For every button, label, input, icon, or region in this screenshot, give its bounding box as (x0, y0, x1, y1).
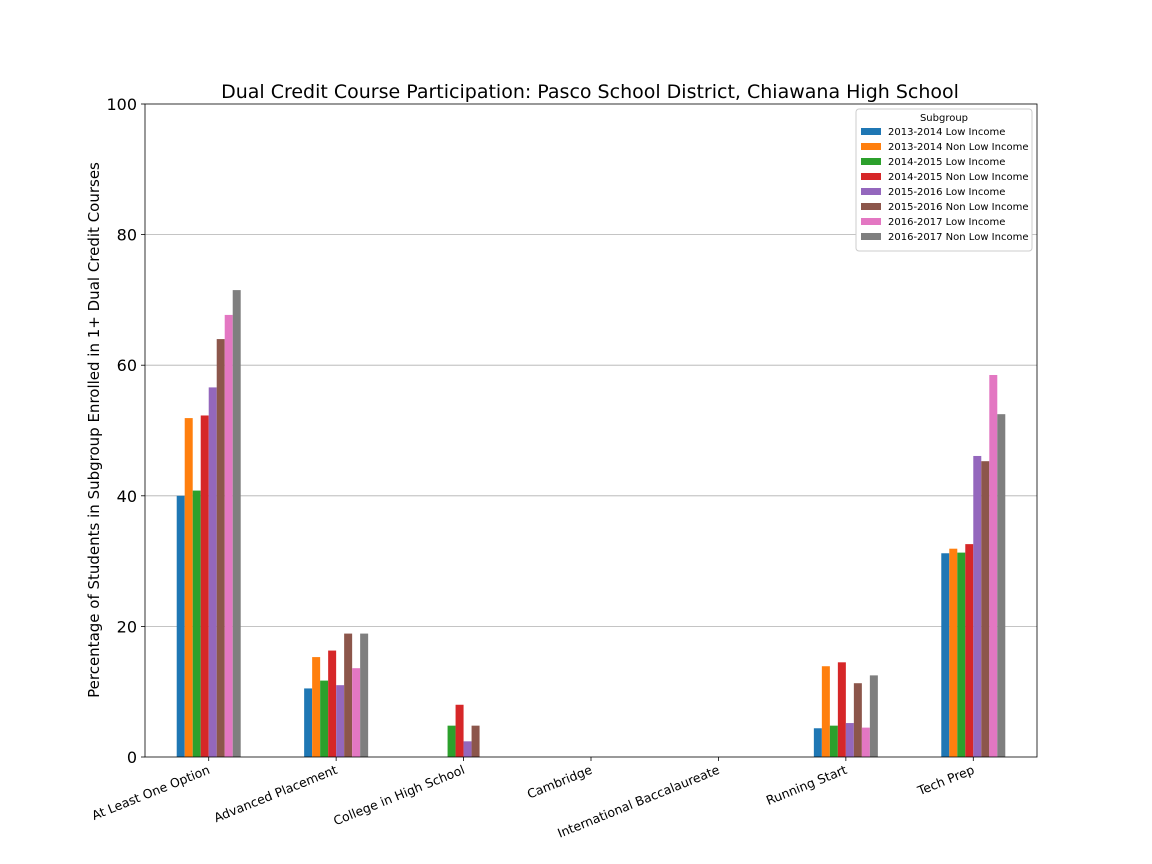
legend-entry: 2016-2017 Low Income (888, 217, 1005, 228)
bar (957, 552, 966, 757)
bar (336, 685, 345, 757)
legend-title: Subgroup (920, 113, 968, 124)
bar (471, 725, 480, 757)
y-axis-label: Percentage of Students in Subgroup Enrol… (85, 162, 103, 698)
legend: Subgroup 2013-2014 Low Income 2013-2014 No… (855, 108, 1033, 252)
legend-swatch (861, 128, 881, 135)
y-tick-label: 100 (106, 95, 137, 114)
bar (941, 553, 950, 757)
bar (981, 461, 990, 757)
bar (352, 668, 361, 757)
y-tick-label: 40 (117, 487, 137, 506)
bar (997, 414, 1006, 757)
legend-entry: 2013-2014 Non Low Income (888, 142, 1028, 153)
x-tick-label: Advanced Placement (212, 762, 340, 825)
legend-swatch (861, 218, 881, 225)
y-tick-label: 80 (117, 226, 137, 245)
legend-swatch (861, 143, 881, 150)
legend-entry: 2014-2015 Low Income (888, 157, 1005, 168)
bar (184, 418, 193, 757)
bar (965, 544, 974, 757)
bar (973, 455, 982, 757)
bar (344, 633, 353, 757)
x-tick-label: At Least One Option (90, 762, 212, 823)
legend-entry: 2014-2015 Non Low Income (888, 172, 1028, 183)
bar (312, 657, 321, 757)
bar (200, 415, 209, 757)
legend-swatch (861, 158, 881, 165)
legend-entry: 2016-2017 Non Low Income (888, 232, 1028, 243)
x-tick-label: College in High School (331, 762, 467, 828)
bar (216, 339, 225, 757)
bar (224, 314, 233, 757)
legend-swatch (861, 203, 881, 210)
bar (949, 548, 958, 757)
legend-entry: 2015-2016 Non Low Income (888, 202, 1028, 213)
legend-entry: 2013-2014 Low Income (888, 127, 1005, 138)
bar (232, 290, 241, 757)
bar (320, 680, 329, 757)
bar (455, 704, 464, 757)
x-tick-label: Cambridge (525, 762, 595, 802)
y-tick-label: 60 (117, 356, 137, 375)
bar (861, 727, 870, 757)
bar (360, 633, 369, 757)
bar (837, 662, 846, 757)
y-tick-label: 20 (117, 617, 137, 636)
legend-entry: 2015-2016 Low Income (888, 187, 1005, 198)
x-tick-label: Tech Prep (914, 762, 976, 799)
legend-swatch (861, 188, 881, 195)
bar (829, 725, 838, 757)
gridlines (145, 234, 1037, 627)
legend-swatch (861, 173, 881, 180)
bar (208, 387, 217, 757)
bar (447, 725, 456, 757)
y-tick-label: 0 (127, 748, 137, 767)
bar (176, 495, 185, 757)
bar (845, 723, 854, 757)
legend-frame (855, 108, 1033, 252)
bar (304, 688, 313, 757)
bar (463, 741, 472, 757)
bar (869, 675, 878, 757)
x-tick-label: Running Start (764, 762, 849, 808)
bars (176, 290, 1006, 757)
chart-title: Dual Credit Course Participation: Pasco … (221, 81, 959, 103)
bar (853, 683, 862, 757)
bar (821, 666, 830, 757)
bar (989, 374, 998, 757)
legend-swatch (861, 233, 881, 240)
bar (192, 490, 201, 757)
bar (328, 650, 337, 757)
bar (813, 728, 822, 757)
